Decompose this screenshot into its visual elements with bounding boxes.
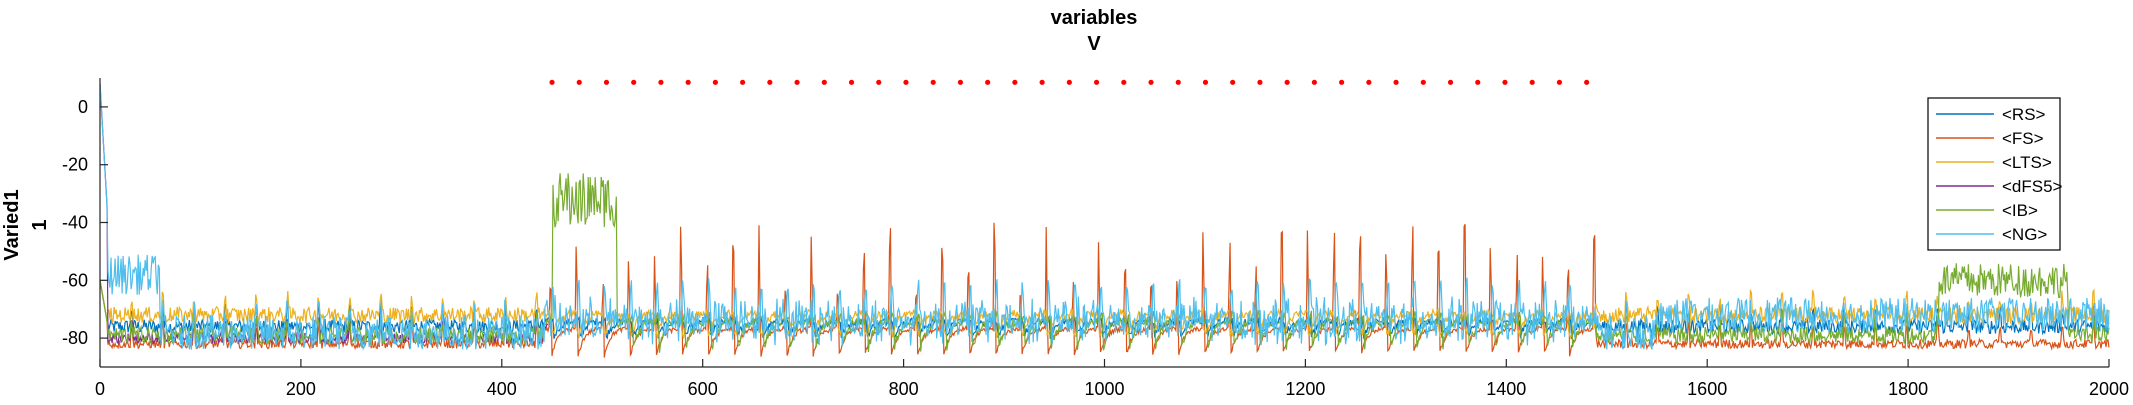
stimulus-dot	[1556, 79, 1563, 85]
x-tick-label: 400	[487, 379, 517, 399]
stimulus-dot	[1366, 79, 1372, 85]
legend-label: <FS>	[2002, 129, 2044, 148]
legend-label: <LTS>	[2002, 153, 2052, 172]
stimulus-dot	[1175, 79, 1181, 85]
stimulus-dot	[1393, 79, 1399, 85]
legend-box	[1927, 97, 2061, 251]
chart-title: variables	[1051, 7, 1138, 29]
x-tick-label: 1600	[1687, 379, 1727, 399]
x-tick-label: 1200	[1285, 379, 1325, 399]
series-line-5	[99, 83, 2110, 351]
stimulus-dot	[603, 79, 610, 85]
stimulus-dot	[1202, 79, 1209, 85]
stimulus-dot	[1284, 79, 1290, 85]
legend: <RS> <FS> <LTS> <dFS5> <IB> <NG>	[1927, 97, 2063, 251]
stimulus-dot	[576, 79, 582, 85]
stimulus-dot	[957, 79, 964, 85]
stimulus-dot	[1093, 79, 1100, 85]
x-tick-label: 600	[688, 379, 718, 399]
stimulus-dot	[985, 79, 991, 85]
stimulus-markers	[549, 79, 1590, 85]
y-tick-label: -80	[62, 328, 88, 348]
y-tick-label: -40	[62, 213, 88, 233]
stimulus-dot	[876, 79, 882, 85]
y-tick-label: -60	[62, 270, 88, 290]
axes: 0 200 400 600 800 1000 1200 1400 1600 1800 2000 0 -2…	[62, 78, 2129, 399]
series-line-3	[99, 83, 549, 346]
legend-label: <RS>	[2002, 105, 2046, 124]
stimulus-dot	[848, 79, 855, 85]
stimulus-dot	[767, 79, 773, 85]
stimulus-dot	[1584, 79, 1590, 85]
stimulus-dot	[1121, 79, 1127, 85]
y-axis-label-2: 1	[29, 219, 51, 230]
x-tick-label: 0	[95, 379, 105, 399]
stimulus-dot	[631, 79, 637, 85]
stimulus-dot	[1039, 79, 1045, 85]
x-tick-label: 200	[286, 379, 316, 399]
stimulus-dot	[1475, 79, 1481, 85]
legend-label: <NG>	[2002, 225, 2047, 244]
stimulus-dot	[1447, 79, 1454, 85]
stimulus-dot	[1257, 79, 1263, 85]
stimulus-dot	[712, 79, 718, 85]
legend-label: <dFS5>	[2002, 177, 2063, 196]
chart-subtitle: V	[1087, 33, 1101, 55]
x-tick-label: 800	[889, 379, 919, 399]
y-axis-label: Varied1	[1, 189, 23, 260]
x-tick-label: 1400	[1486, 379, 1526, 399]
stimulus-dot	[1066, 79, 1072, 85]
stimulus-dot	[794, 79, 800, 85]
stimulus-dot	[1148, 79, 1154, 85]
stimulus-dot	[658, 79, 664, 85]
stimulus-dot	[1420, 79, 1426, 85]
stimulus-dot	[1012, 79, 1018, 85]
stimulus-dot	[821, 79, 827, 85]
stimulus-dot	[1339, 79, 1345, 85]
x-tick-label: 1000	[1084, 379, 1124, 399]
series-line-4	[99, 173, 2110, 353]
stimulus-dot	[1529, 79, 1535, 85]
x-tick-label: 1800	[1888, 379, 1928, 399]
series-line-1	[99, 222, 2110, 358]
stimulus-dot	[1502, 79, 1508, 85]
stimulus-dot	[1311, 79, 1317, 85]
y-tick-label: 0	[78, 97, 88, 117]
stimulus-dot	[549, 79, 555, 85]
stimulus-dot	[903, 79, 909, 85]
stimulus-dot	[740, 79, 746, 85]
stimulus-dot	[1230, 79, 1236, 85]
legend-label: <IB>	[2002, 201, 2038, 220]
stimulus-dot	[930, 79, 936, 85]
x-tick-label: 2000	[2089, 379, 2129, 399]
stimulus-dot	[685, 79, 691, 85]
series-traces	[99, 83, 2110, 358]
y-tick-label: -20	[62, 155, 88, 175]
